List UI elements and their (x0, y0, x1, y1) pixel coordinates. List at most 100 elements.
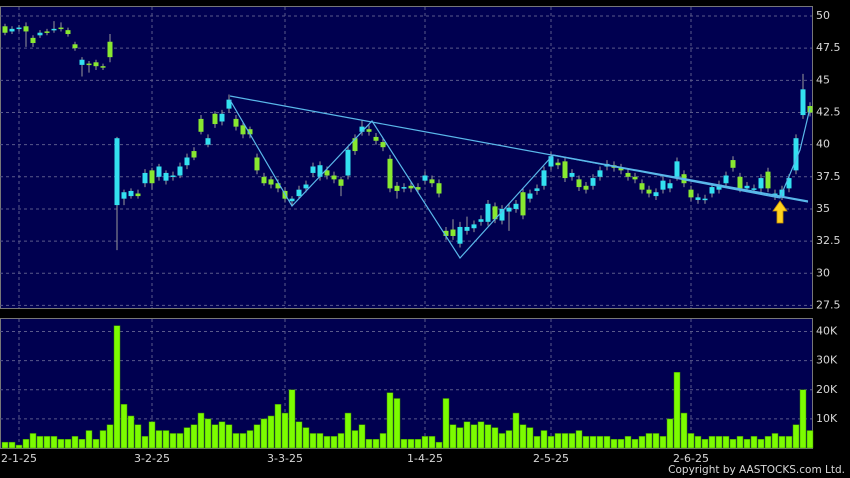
candle-body (135, 193, 141, 197)
volume-bar (351, 430, 359, 449)
candle-body (212, 113, 218, 125)
candle-body (569, 172, 575, 177)
volume-bar (400, 439, 408, 449)
volume-bar (498, 433, 506, 449)
volume-bar (365, 439, 373, 449)
candle-body (499, 208, 505, 221)
candle-body (380, 142, 386, 148)
volume-bar (666, 418, 674, 449)
candle-body (534, 188, 540, 191)
y-tick-label: 30K (816, 354, 838, 367)
candle-body (541, 170, 547, 186)
y-tick-label: 20K (816, 383, 838, 396)
volume-bar (358, 424, 366, 449)
volume-bar (568, 433, 576, 449)
candle-body (2, 26, 8, 33)
candle-body (254, 157, 260, 171)
candle-body (149, 170, 155, 184)
candle-body (233, 118, 239, 127)
candle-body (387, 158, 393, 189)
volume-bar (435, 441, 443, 449)
candle-body (639, 183, 645, 190)
x-tick-label: 3-3-25 (267, 452, 303, 465)
candle-body (674, 161, 680, 177)
candle-body (793, 138, 799, 171)
volume-bar (183, 427, 191, 449)
volume-bar (540, 430, 548, 449)
candle-body (128, 190, 134, 197)
volume-bar (799, 389, 807, 449)
candle-body (352, 138, 358, 152)
volume-bar (701, 439, 709, 449)
x-tick-label: 2-1-25 (1, 452, 37, 465)
y-tick-label: 40 (816, 138, 830, 151)
volume-bar (57, 439, 65, 449)
trend-lines (229, 95, 811, 259)
candle-body (170, 175, 176, 178)
volume-bar (92, 439, 100, 449)
zigzag-line (229, 99, 811, 259)
candle-body (471, 224, 477, 229)
volume-bar (239, 433, 247, 449)
y-tick-label: 37.5 (816, 170, 841, 183)
volume-bar (470, 424, 478, 449)
candle-body (576, 179, 582, 188)
candle-body (730, 160, 736, 168)
volume-bar (155, 430, 163, 449)
candle-body (527, 193, 533, 199)
volume-bar (463, 421, 471, 449)
volume-bar (806, 430, 814, 449)
volume-bar (512, 412, 520, 449)
volume-bar (750, 436, 758, 449)
candle-body (513, 203, 519, 209)
volume-bar (603, 436, 611, 449)
candle-body (583, 185, 589, 190)
candle-body (695, 197, 701, 200)
volume-bar (169, 433, 177, 449)
candle-body (268, 179, 274, 185)
candle-body (303, 184, 309, 189)
volume-bar (106, 424, 114, 449)
volume-bar (428, 436, 436, 449)
candle-body (261, 176, 267, 184)
volume-bar (85, 430, 93, 449)
volume-bar (162, 430, 170, 449)
candle-body (107, 41, 113, 58)
y-tick-label: 27.5 (816, 298, 841, 311)
candle-body (275, 183, 281, 189)
candle-body (226, 99, 232, 109)
candle-body (72, 44, 78, 49)
candle-body (429, 179, 435, 184)
volume-bar (582, 436, 590, 449)
candle-body (359, 126, 365, 132)
candle-body (555, 162, 561, 166)
volume-bar (330, 436, 338, 449)
volume-bar (302, 427, 310, 449)
candle-body (590, 178, 596, 186)
candle-body (23, 26, 29, 32)
candle-body (338, 179, 344, 186)
x-tick-label: 2-5-25 (533, 452, 569, 465)
candle-body (597, 170, 603, 177)
volume-bar (295, 421, 303, 449)
x-tick-label: 1-4-25 (407, 452, 443, 465)
y-tick-label: 40K (816, 325, 838, 338)
candle-body (800, 89, 806, 116)
candle-body (373, 136, 379, 141)
volume-bar (624, 436, 632, 449)
volume-bar (484, 424, 492, 449)
candle-body (492, 206, 498, 220)
candle-body (660, 180, 666, 190)
volume-bar (281, 412, 289, 449)
candle-body (709, 187, 715, 194)
volume-bar (638, 436, 646, 449)
candle-body (464, 226, 470, 231)
volume-bar (631, 439, 639, 449)
candle-body (422, 175, 428, 181)
y-tick-label: 42.5 (816, 105, 841, 118)
x-tick-label: 3-2-25 (134, 452, 170, 465)
volume-bar (729, 439, 737, 449)
volume-bar (680, 412, 688, 449)
candle-body (744, 185, 750, 189)
candle-body (44, 31, 50, 33)
